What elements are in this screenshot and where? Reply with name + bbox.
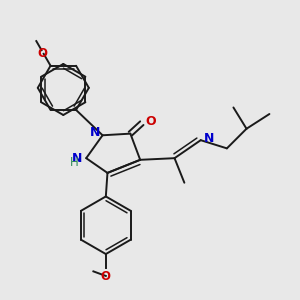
Text: N: N [204,132,214,145]
Text: H: H [69,156,78,169]
Text: O: O [101,270,111,284]
Text: N: N [72,152,82,165]
Text: N: N [90,126,100,139]
Text: O: O [38,47,47,60]
Text: O: O [146,115,156,128]
